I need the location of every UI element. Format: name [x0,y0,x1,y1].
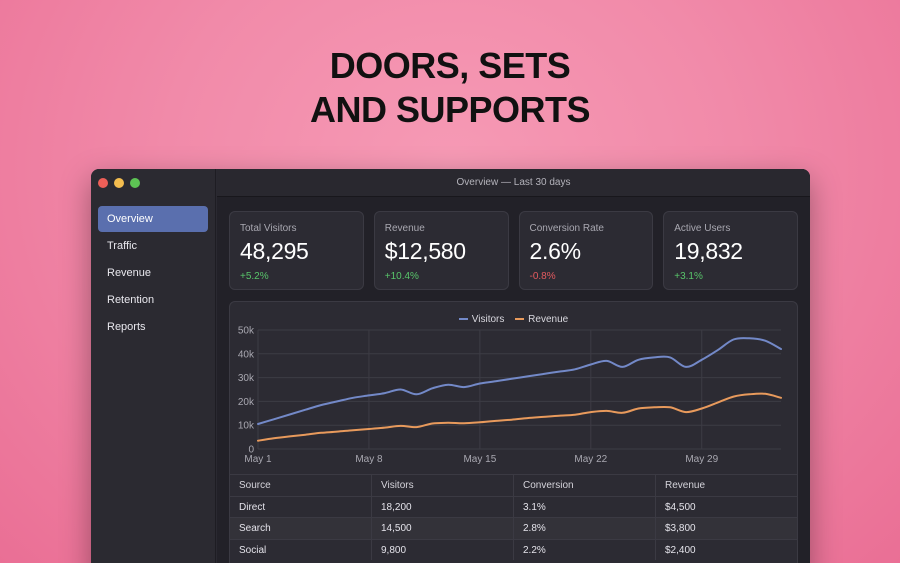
table-row[interactable]: Social 9,800 2.2% $2,400 [230,538,797,560]
minimize-window-icon[interactable] [114,178,124,188]
sidebar-item-revenue[interactable]: Revenue [107,267,152,279]
legend-label: Revenue [528,313,569,325]
column-header-revenue[interactable]: Revenue [665,480,706,491]
chart-legend: Visitors Revenue [230,312,797,325]
sidebar-item-overview[interactable]: Overview [98,206,208,232]
stat-card-revenue: Revenue $12,580 +10.4% [373,211,509,290]
stat-label: Revenue [384,223,425,234]
window-controls [98,178,140,188]
cell-visitors: 18,200 [372,496,514,517]
headline-line-2: AND SUPPORTS [309,89,591,130]
cell-visitors: 9,800 [372,539,514,560]
cell-visitors: 14,500 [372,518,514,539]
y-tick-label: 50k [238,326,255,337]
sidebar-item-reports[interactable]: Reports [107,321,146,333]
table-row[interactable]: Search 14,500 2.8% $3,800 [230,517,797,539]
stat-cards: Total Visitors 48,295 +5.2% Revenue $12,… [229,211,798,290]
sources-table: Source Visitors Conversion Revenue Direc… [230,474,797,560]
main-content: Overview — Last 30 days Total Visitors 4… [217,169,810,563]
line-chart[interactable]: 0 10k 20k 30k 40k 50k May 1 May 8 May 15 May 22 Ma… [230,302,797,474]
table-row[interactable]: Direct 18,200 3.1% $4,500 [230,495,797,517]
table-header-row: Source Visitors Conversion Revenue [230,474,797,496]
maximize-window-icon[interactable] [130,178,140,188]
stat-value: 48,295 [240,238,309,264]
x-tick-label: May 29 [685,454,718,465]
stat-value: 19,832 [674,238,743,264]
y-tick-label: 40k [238,349,255,360]
stat-card-active-users: Active Users 19,832 +3.1% [663,211,798,290]
window-title: Overview — Last 30 days [217,169,810,197]
stat-value: 2.6% [529,238,582,264]
legend-swatch-revenue [515,318,525,320]
stat-delta: +5.2% [240,271,269,282]
cell-source: Search [230,518,372,539]
sidebar-item-retention[interactable]: Retention [107,294,155,306]
stat-delta: +10.4% [384,271,419,282]
y-tick-label: 20k [238,397,255,408]
cell-revenue: $4,500 [665,501,696,513]
stat-value: $12,580 [384,238,466,264]
legend-item-visitors[interactable]: Visitors [458,313,505,325]
stat-card-conversion-rate: Conversion Rate 2.6% -0.8% [518,211,654,290]
series-line-visitors [257,337,782,425]
headline-line-1: DOORS, SETS [329,45,571,86]
cell-source: Direct [230,496,372,517]
cell-conversion: 2.2% [514,539,656,560]
sidebar-nav: Overview Traffic Revenue Retention Repor… [98,206,208,341]
x-tick-label: May 15 [463,454,496,465]
cell-conversion: 3.1% [514,496,656,517]
sidebar-item-traffic[interactable]: Traffic [107,240,137,252]
column-header-source[interactable]: Source [230,475,372,496]
legend-label: Visitors [471,313,505,325]
stat-label: Conversion Rate [529,223,604,234]
x-tick-label: May 22 [574,454,607,465]
cell-revenue: $3,800 [665,523,696,534]
stat-delta: +3.1% [674,271,703,282]
column-header-visitors[interactable]: Visitors [372,475,514,496]
stat-label: Total Visitors [240,223,297,234]
cell-source: Social [230,539,372,560]
cell-revenue: $2,400 [665,544,696,556]
app-window: Overview Traffic Revenue Retention Repor… [91,169,810,563]
column-header-conversion[interactable]: Conversion [514,475,656,496]
headline: DOORS, SETS AND SUPPORTS [0,44,900,132]
y-tick-label: 30k [238,373,255,384]
close-window-icon[interactable] [98,178,108,188]
stat-card-total-visitors: Total Visitors 48,295 +5.2% [229,211,364,290]
stat-label: Active Users [674,223,731,234]
stat-delta: -0.8% [529,271,556,282]
x-tick-label: May 1 [244,454,272,465]
cell-conversion: 2.8% [514,518,656,539]
legend-item-revenue[interactable]: Revenue [515,314,568,325]
series-line-revenue [257,392,782,442]
x-tick-label: May 8 [355,454,383,465]
sidebar: Overview Traffic Revenue Retention Repor… [91,169,216,563]
legend-swatch-visitors [458,318,468,320]
chart-panel: Visitors Revenue 0 10k 20k 30k 40k 50k May 1 Ma… [229,301,798,563]
y-tick-label: 0 [248,445,254,456]
y-tick-label: 10k [238,421,255,432]
